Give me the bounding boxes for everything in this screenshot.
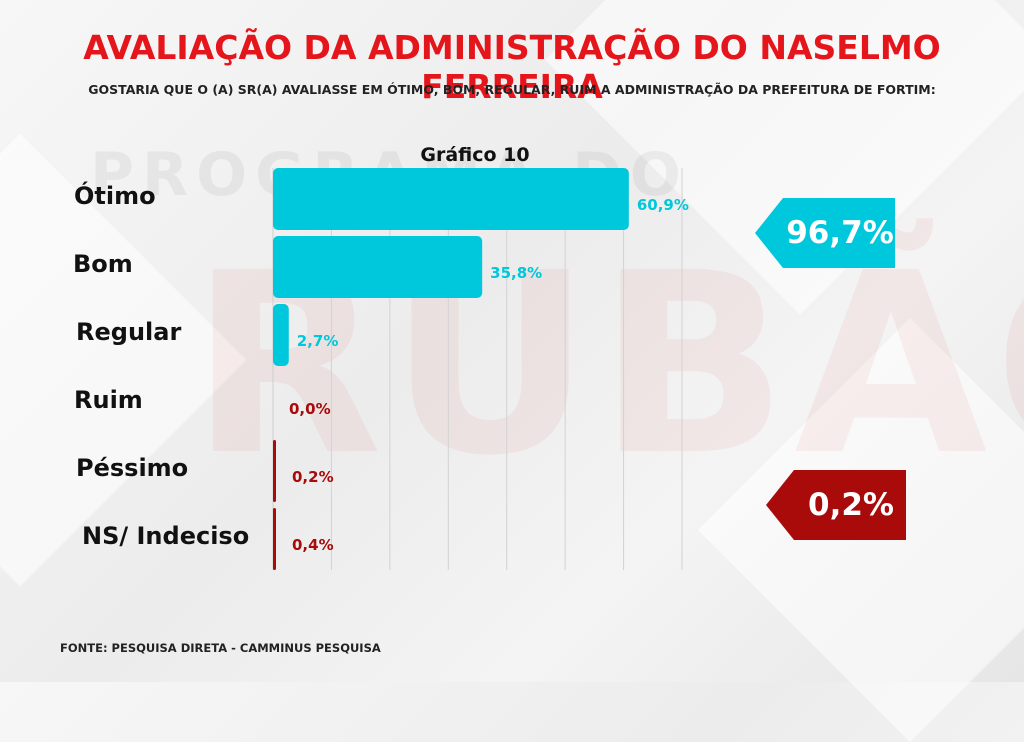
data-label-4: 0,0% [289, 400, 331, 418]
category-label-4: Ruim [74, 386, 143, 414]
bar-1 [273, 168, 629, 230]
category-label-2: Bom [73, 250, 133, 278]
bar-6 [273, 508, 276, 570]
chart-title: Gráfico 10 [420, 144, 530, 166]
data-label-3: 2,7% [297, 332, 339, 350]
bar-chart: 60,9% 35,8% 2,7% 0,0% 0,2% 0,4% [272, 168, 689, 570]
category-label-1: Ótimo [74, 182, 156, 210]
data-label-6: 0,4% [292, 536, 334, 554]
bar-3 [273, 304, 289, 366]
bar-2 [273, 236, 483, 298]
negative-total-badge [766, 470, 906, 540]
page-title: AVALIAÇÃO DA ADMINISTRAÇÃO DO NASELMO FE… [83, 28, 941, 106]
category-label-6: NS/ Indeciso [82, 522, 250, 550]
negative-badge-shape [766, 470, 906, 540]
page-subtitle: GOSTARIA QUE O (A) SR(A) AVALIASSE EM ÓT… [88, 82, 936, 97]
negative-total-label: 0,2% [808, 487, 894, 523]
data-label-5: 0,2% [292, 468, 334, 486]
positive-total-label: 96,7% [786, 215, 894, 251]
data-label-2: 35,8% [490, 264, 542, 282]
positive-total-badge [755, 198, 895, 268]
positive-badge-shape [755, 198, 895, 268]
bar-5 [273, 440, 276, 502]
data-label-1: 60,9% [637, 196, 689, 214]
category-label-3: Regular [76, 318, 182, 346]
category-label-5: Péssimo [76, 454, 189, 482]
source-note: FONTE: PESQUISA DIRETA - CAMMINUS PESQUI… [60, 641, 381, 655]
